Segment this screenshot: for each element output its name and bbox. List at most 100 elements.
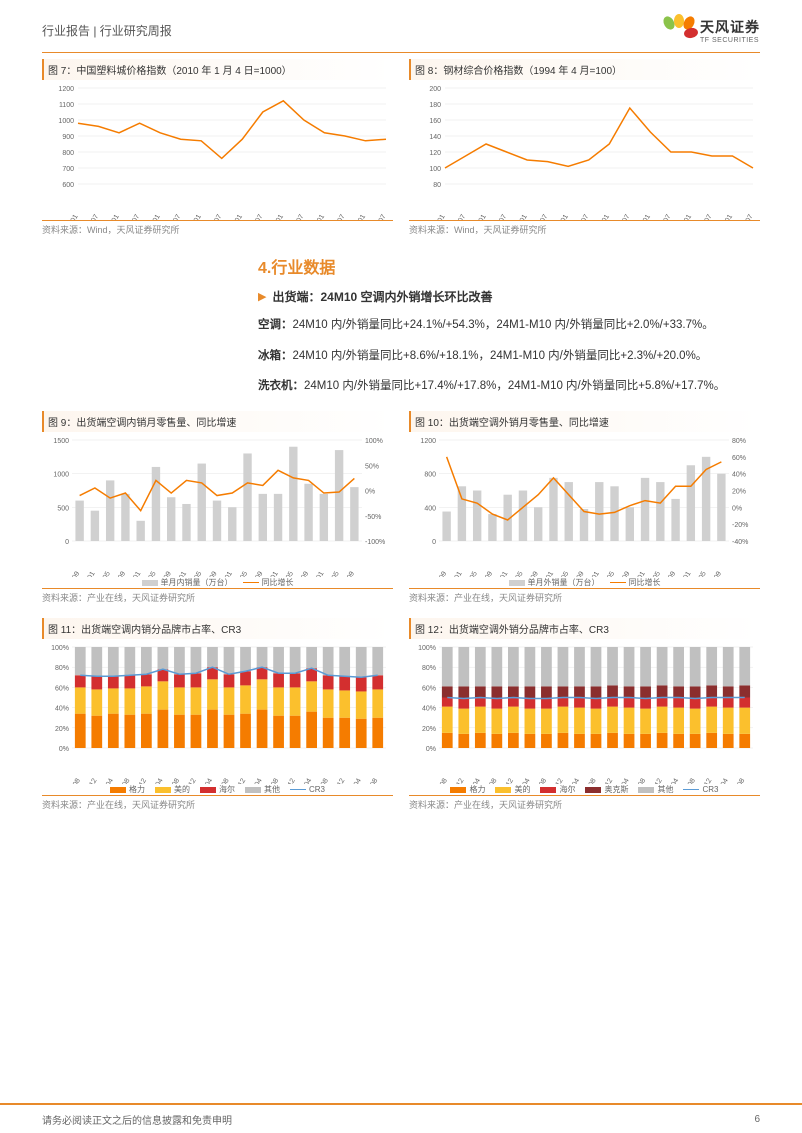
- svg-text:100%: 100%: [365, 438, 383, 445]
- svg-text:21/12: 21/12: [599, 777, 614, 784]
- svg-text:2020/07: 2020/07: [572, 213, 591, 220]
- svg-text:22/05: 22/05: [234, 570, 249, 577]
- svg-text:2017/07: 2017/07: [449, 213, 468, 220]
- svg-text:20/08: 20/08: [166, 777, 181, 784]
- svg-text:160: 160: [429, 118, 441, 125]
- svg-text:23/12: 23/12: [332, 777, 347, 784]
- svg-text:23/04: 23/04: [299, 777, 314, 784]
- svg-text:200: 200: [429, 86, 441, 93]
- svg-text:2024/07: 2024/07: [736, 213, 755, 220]
- p2-text: 24M10 内/外销量同比+8.6%/+18.1%，24M1-M10 内/外销量…: [293, 350, 708, 362]
- svg-text:23/01: 23/01: [632, 570, 647, 577]
- chart-10-legend: 单月外销量（万台） 同比增长: [409, 577, 760, 588]
- chart-12: 图 12：出货端空调外销分品牌市占率、CR3 0%20%40%60%80%100…: [409, 618, 760, 811]
- svg-text:22/04: 22/04: [249, 777, 264, 784]
- svg-text:2020/07: 2020/07: [205, 213, 224, 220]
- chart-8: 图 8：钢材综合价格指数（1994 年 4 月=100） 80100120140…: [409, 59, 760, 236]
- section-4-bullet: 出货端：24M10 空调内外销增长环比改善: [272, 288, 492, 305]
- chart-9-legend: 单月内销量（万台） 同比增长: [42, 577, 393, 588]
- svg-text:2023/01: 2023/01: [307, 213, 326, 220]
- chart-12-title: 图 12：出货端空调外销分品牌市占率、CR3: [409, 618, 760, 639]
- svg-text:0%: 0%: [732, 505, 742, 512]
- logo-text-cn: 天风证券: [700, 17, 760, 37]
- svg-text:40%: 40%: [55, 706, 69, 713]
- svg-text:23/05: 23/05: [647, 570, 662, 577]
- svg-text:2019/07: 2019/07: [531, 213, 550, 220]
- svg-text:120: 120: [429, 150, 441, 157]
- svg-text:18/08: 18/08: [434, 777, 449, 784]
- svg-text:2020/01: 2020/01: [551, 213, 570, 220]
- svg-text:21/08: 21/08: [583, 777, 598, 784]
- svg-text:80%: 80%: [732, 438, 746, 445]
- section-4-heading: 4.行业数据: [258, 254, 760, 278]
- chart-8-title: 图 8：钢材综合价格指数（1994 年 4 月=100）: [409, 59, 760, 80]
- svg-text:2021/01: 2021/01: [225, 213, 244, 220]
- chart-9-source: 资料来源：产业在线，天风证券研究所: [42, 588, 393, 604]
- svg-text:-20%: -20%: [732, 522, 748, 529]
- svg-text:0: 0: [65, 539, 69, 546]
- svg-text:20/01: 20/01: [128, 570, 143, 577]
- svg-text:180: 180: [429, 102, 441, 109]
- svg-text:80%: 80%: [55, 665, 69, 672]
- svg-text:2024/01: 2024/01: [715, 213, 734, 220]
- svg-text:19/09: 19/09: [479, 570, 494, 577]
- svg-text:19/12: 19/12: [500, 777, 515, 784]
- svg-text:80%: 80%: [422, 665, 436, 672]
- svg-text:20%: 20%: [55, 726, 69, 733]
- svg-text:22/05: 22/05: [601, 570, 616, 577]
- svg-text:20/12: 20/12: [550, 777, 565, 784]
- chart-10-source: 资料来源：产业在线，天风证券研究所: [409, 588, 760, 604]
- chart-9-title: 图 9：出货端空调内销月零售量、同比增速: [42, 411, 393, 432]
- svg-text:24/05: 24/05: [693, 570, 708, 577]
- svg-text:700: 700: [62, 166, 74, 173]
- svg-text:60%: 60%: [422, 685, 436, 692]
- svg-text:19/05: 19/05: [97, 570, 112, 577]
- svg-text:21/05: 21/05: [556, 570, 571, 577]
- svg-text:20/09: 20/09: [158, 570, 173, 577]
- svg-text:18/12: 18/12: [84, 777, 99, 784]
- svg-text:20/04: 20/04: [517, 777, 532, 784]
- svg-text:18/08: 18/08: [67, 777, 82, 784]
- svg-text:2017/01: 2017/01: [428, 213, 447, 220]
- svg-text:60%: 60%: [732, 455, 746, 462]
- svg-text:21/01: 21/01: [540, 570, 555, 577]
- svg-text:19/04: 19/04: [467, 777, 482, 784]
- svg-text:20%: 20%: [422, 726, 436, 733]
- svg-text:60%: 60%: [55, 685, 69, 692]
- svg-text:24/08: 24/08: [732, 777, 747, 784]
- svg-text:1500: 1500: [53, 438, 69, 445]
- svg-text:22/12: 22/12: [649, 777, 664, 784]
- svg-text:22/09: 22/09: [250, 570, 265, 577]
- svg-text:-40%: -40%: [732, 539, 748, 546]
- company-logo: 天风证券 TF SECURITIES: [664, 14, 760, 46]
- svg-text:40%: 40%: [732, 472, 746, 479]
- svg-text:2023/07: 2023/07: [328, 213, 347, 220]
- bullet-arrow-icon: ▶: [258, 290, 266, 303]
- chart-11-legend: 格力美的海尔其他CR3: [42, 784, 393, 795]
- footer-disclaimer: 请务必阅读正文之后的信息披露和免责申明: [42, 1112, 232, 1127]
- svg-text:2023/07: 2023/07: [695, 213, 714, 220]
- svg-text:2021/07: 2021/07: [246, 213, 265, 220]
- svg-text:2022/01: 2022/01: [266, 213, 285, 220]
- svg-text:22/01: 22/01: [586, 570, 601, 577]
- svg-text:20/12: 20/12: [183, 777, 198, 784]
- svg-text:20/04: 20/04: [150, 777, 165, 784]
- chart-8-source: 资料来源：Wind，天风证券研究所: [409, 220, 760, 236]
- svg-text:-50%: -50%: [365, 514, 381, 521]
- svg-text:24/01: 24/01: [311, 570, 326, 577]
- chart-7-source: 资料来源：Wind，天风证券研究所: [42, 220, 393, 236]
- chart-11-source: 资料来源：产业在线，天风证券研究所: [42, 795, 393, 811]
- svg-text:0%: 0%: [59, 746, 69, 753]
- svg-text:21/04: 21/04: [199, 777, 214, 784]
- svg-text:2022/01: 2022/01: [633, 213, 652, 220]
- chart-12-source: 资料来源：产业在线，天风证券研究所: [409, 795, 760, 811]
- p1-label: 空调：: [258, 319, 293, 331]
- svg-text:50%: 50%: [365, 463, 379, 470]
- svg-text:22/09: 22/09: [617, 570, 632, 577]
- breadcrumb: 行业报告 | 行业研究周报: [42, 22, 172, 39]
- svg-text:23/08: 23/08: [682, 777, 697, 784]
- svg-text:2022/07: 2022/07: [287, 213, 306, 220]
- svg-text:2021/01: 2021/01: [592, 213, 611, 220]
- chart-7-title: 图 7：中国塑料城价格指数（2010 年 1 月 4 日=1000）: [42, 59, 393, 80]
- p1-text: 24M10 内/外销量同比+24.1%/+54.3%，24M1-M10 内/外销…: [293, 319, 714, 331]
